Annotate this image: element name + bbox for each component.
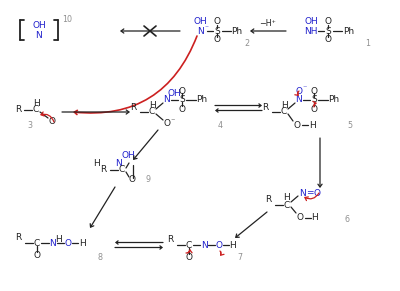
Text: H: H (149, 100, 155, 109)
Text: O: O (324, 36, 332, 45)
Text: H: H (284, 194, 290, 203)
Text: 10: 10 (62, 15, 72, 24)
Text: 7: 7 (238, 253, 242, 262)
Text: H: H (79, 239, 85, 248)
Text: OH: OH (193, 17, 207, 26)
Text: C: C (119, 166, 125, 175)
Text: O: O (296, 86, 302, 95)
Text: Ph: Ph (344, 26, 354, 36)
Text: S: S (325, 26, 331, 36)
Text: H: H (281, 100, 287, 109)
Text: N: N (296, 95, 302, 104)
Text: O: O (216, 240, 222, 249)
Text: S: S (311, 95, 317, 104)
Text: N: N (197, 26, 203, 36)
Text: O: O (34, 251, 40, 260)
Text: ⁻: ⁻ (171, 116, 175, 125)
Text: R: R (130, 102, 136, 111)
Text: R: R (100, 166, 106, 175)
Text: N: N (36, 31, 42, 40)
Text: O: O (186, 253, 192, 262)
Text: OH: OH (304, 17, 318, 26)
Text: S: S (214, 26, 220, 36)
Text: C: C (33, 106, 39, 114)
Text: S: S (179, 95, 185, 104)
Text: O: O (214, 36, 220, 45)
Text: −H⁺: −H⁺ (260, 19, 276, 29)
Text: 3: 3 (28, 122, 32, 130)
Text: Ph: Ph (328, 95, 340, 104)
Text: =: = (306, 189, 314, 198)
Text: O: O (214, 17, 220, 26)
Text: C: C (186, 240, 192, 249)
Text: C: C (284, 200, 290, 210)
Text: 9: 9 (146, 175, 150, 184)
Text: 2: 2 (244, 40, 250, 49)
Text: 8: 8 (98, 253, 102, 262)
Text: OH: OH (32, 22, 46, 31)
Text: R: R (15, 106, 21, 114)
Text: O: O (128, 175, 136, 184)
Text: Ph: Ph (196, 95, 208, 104)
Text: H: H (309, 120, 315, 129)
Text: O: O (64, 239, 72, 248)
Text: O: O (324, 17, 332, 26)
Text: C: C (34, 239, 40, 248)
Text: H: H (312, 214, 318, 223)
Text: R: R (262, 102, 268, 111)
Text: 1: 1 (366, 40, 370, 49)
Text: R: R (15, 233, 21, 242)
Text: O: O (294, 120, 300, 129)
Text: H: H (230, 240, 236, 249)
Text: O: O (310, 86, 318, 95)
Text: OH: OH (167, 88, 181, 97)
Text: ⁻: ⁻ (303, 84, 307, 93)
Text: 6: 6 (344, 216, 350, 224)
Text: O: O (310, 104, 318, 113)
Text: C: C (149, 107, 155, 116)
Text: R: R (265, 196, 271, 205)
Text: N: N (50, 239, 56, 248)
Text: 5: 5 (348, 122, 352, 130)
Text: O: O (164, 120, 170, 129)
Text: ⁻: ⁻ (204, 24, 208, 33)
Text: O: O (296, 214, 304, 223)
Text: N: N (201, 240, 207, 249)
Text: H: H (94, 159, 100, 168)
Text: O: O (178, 86, 186, 95)
Text: 4: 4 (218, 120, 222, 129)
Text: N: N (115, 159, 121, 168)
Text: O: O (178, 104, 186, 113)
Text: N: N (299, 189, 305, 198)
Text: O: O (314, 189, 320, 198)
Text: NH: NH (304, 26, 318, 36)
Text: Ph: Ph (232, 26, 242, 36)
Text: OH: OH (121, 150, 135, 159)
Text: H: H (55, 235, 61, 244)
Text: R: R (167, 235, 173, 244)
Text: H: H (33, 98, 39, 107)
Text: C: C (281, 107, 287, 116)
Text: N: N (164, 95, 170, 104)
Text: O: O (48, 118, 56, 127)
